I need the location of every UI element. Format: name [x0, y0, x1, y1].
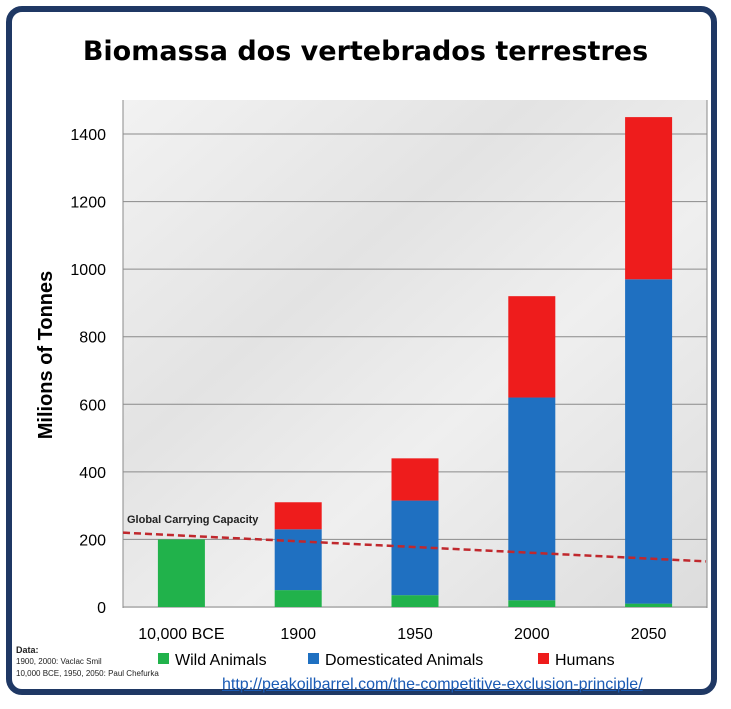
x-tick-label: 2000	[514, 626, 550, 643]
carrying-capacity-line	[122, 531, 707, 563]
bar-segment	[274, 502, 322, 530]
data-source-note: Data: 1900, 2000: Vaclac Smil 10,000 BCE…	[16, 644, 159, 680]
source-link[interactable]: http://peakoilbarrel.com/the-competitive…	[222, 676, 643, 693]
y-tick-label: 400	[79, 465, 106, 482]
y-tick-label: 1400	[70, 127, 106, 144]
legend-swatch	[158, 653, 169, 664]
x-tick-labels: 10,000 BCE 1900 1950 2000 2050	[138, 626, 666, 643]
bar-segment	[391, 595, 439, 607]
x-tick-label: 1950	[397, 626, 433, 643]
legend-label: Wild Animals	[175, 652, 267, 669]
x-tick-label: 1900	[280, 626, 316, 643]
y-tick-label: 600	[79, 397, 106, 414]
bar-segment	[625, 279, 673, 604]
bars	[157, 117, 673, 607]
chart-title: Biomassa dos vertebrados terrestres	[82, 36, 649, 67]
legend-swatch	[538, 653, 549, 664]
y-tick-label: 0	[97, 600, 106, 617]
data-note-line-2: 10,000 BCE, 1950, 2050: Paul Chefurka	[16, 669, 159, 678]
y-tick-label: 200	[79, 532, 106, 549]
bar-segment	[625, 117, 673, 280]
bar-segment	[625, 603, 673, 607]
legend-swatch	[308, 653, 319, 664]
bar-segment	[391, 458, 439, 501]
legend: Wild Animals Domesticated Animals Humans	[158, 652, 615, 669]
bar-segment	[274, 529, 322, 591]
y-tick-labels: 0 200 400 600 800 1000 1200 1400	[70, 127, 106, 617]
bar-segment	[274, 590, 322, 607]
y-tick-label: 1000	[70, 262, 106, 279]
y-axis-label: Milions of Tonnes	[35, 271, 57, 440]
y-tick-label: 800	[79, 330, 106, 347]
x-tick-label: 2050	[631, 626, 667, 643]
bar-segment	[508, 397, 556, 601]
legend-label: Domesticated Animals	[325, 652, 483, 669]
bar-segment	[508, 296, 556, 398]
bar-segment	[157, 539, 205, 607]
data-note-header: Data:	[16, 645, 39, 655]
carrying-capacity-label: Global Carrying Capacity	[127, 514, 259, 526]
x-tick-label: 10,000 BCE	[138, 626, 224, 643]
bar-segment	[508, 600, 556, 607]
legend-label: Humans	[555, 652, 615, 669]
data-note-line-1: 1900, 2000: Vaclac Smil	[16, 657, 102, 666]
y-tick-label: 1200	[70, 195, 106, 212]
